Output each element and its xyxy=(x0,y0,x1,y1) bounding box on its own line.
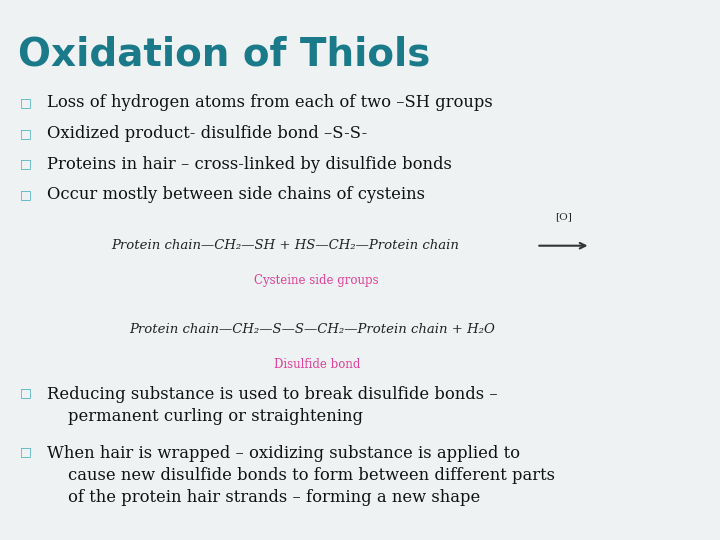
Text: Oxidized product- disulfide bond –S-S-: Oxidized product- disulfide bond –S-S- xyxy=(47,125,367,142)
Text: Protein chain—CH₂—SH + HS—CH₂—Protein chain: Protein chain—CH₂—SH + HS—CH₂—Protein ch… xyxy=(112,239,459,252)
Text: When hair is wrapped – oxidizing substance is applied to
    cause new disulfide: When hair is wrapped – oxidizing substan… xyxy=(47,446,555,505)
Text: □: □ xyxy=(19,386,31,399)
Text: Cysteine side groups: Cysteine side groups xyxy=(254,274,379,287)
Text: □: □ xyxy=(19,188,31,201)
Text: Proteins in hair – cross-linked by disulfide bonds: Proteins in hair – cross-linked by disul… xyxy=(47,156,451,173)
Text: □: □ xyxy=(19,446,31,458)
Text: □: □ xyxy=(19,127,31,140)
Text: [O]: [O] xyxy=(555,212,572,221)
Text: Loss of hydrogen atoms from each of two –SH groups: Loss of hydrogen atoms from each of two … xyxy=(47,94,492,111)
Text: Reducing substance is used to break disulfide bonds –
    permanent curling or s: Reducing substance is used to break disu… xyxy=(47,386,498,424)
Text: Protein chain—CH₂—S—S—CH₂—Protein chain + H₂O: Protein chain—CH₂—S—S—CH₂—Protein chain … xyxy=(130,323,495,336)
Text: Occur mostly between side chains of cysteins: Occur mostly between side chains of cyst… xyxy=(47,186,425,204)
Text: □: □ xyxy=(19,96,31,109)
Text: □: □ xyxy=(19,158,31,171)
Text: Oxidation of Thiols: Oxidation of Thiols xyxy=(18,35,431,73)
Text: Disulfide bond: Disulfide bond xyxy=(274,358,360,371)
